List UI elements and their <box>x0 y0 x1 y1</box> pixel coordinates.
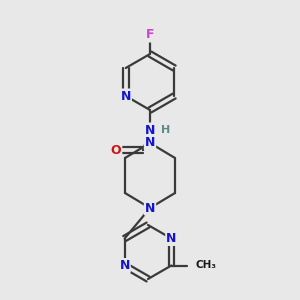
Text: N: N <box>145 124 155 136</box>
Text: N: N <box>145 202 155 214</box>
Text: CH₃: CH₃ <box>195 260 216 271</box>
Text: F: F <box>146 28 154 41</box>
Text: O: O <box>111 143 121 157</box>
Text: N: N <box>166 232 177 245</box>
Text: N: N <box>119 259 130 272</box>
Text: N: N <box>145 136 155 149</box>
Text: H: H <box>161 125 171 135</box>
Text: N: N <box>121 89 131 103</box>
